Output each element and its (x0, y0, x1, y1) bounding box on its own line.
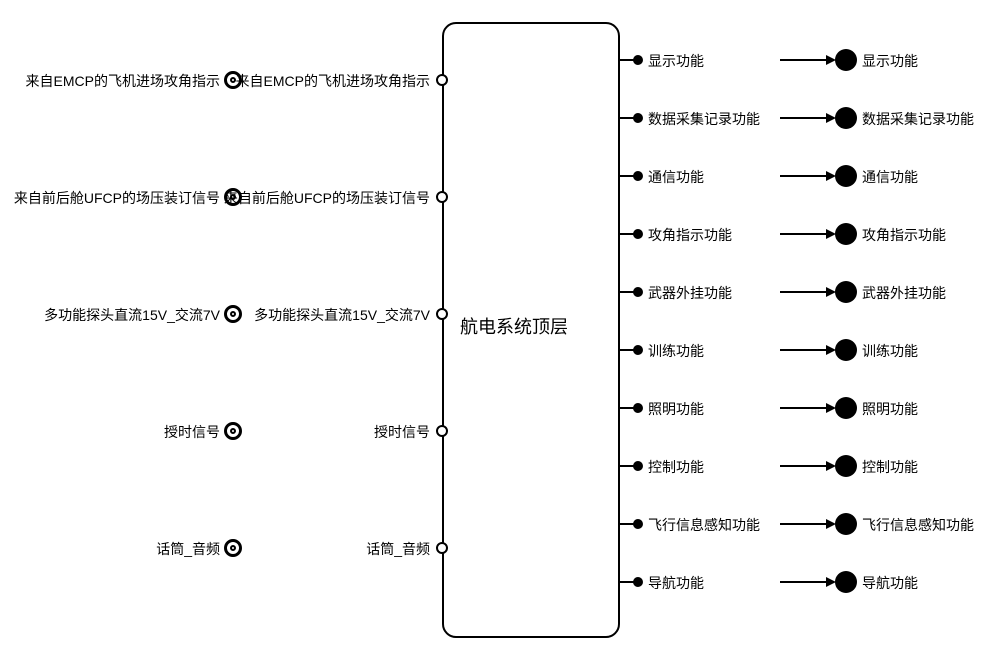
right-inner-label-7: 控制功能 (648, 457, 704, 477)
right-outer-label-5: 训练功能 (862, 341, 918, 361)
right-inner-label-9: 导航功能 (648, 573, 704, 593)
right-outer-label-3: 攻角指示功能 (862, 225, 946, 245)
diagram-stage: 航电系统顶层 来自EMCP的飞机进场攻角指示来自EMCP的飞机进场攻角指示来自前后… (0, 0, 1000, 658)
left-port-3 (436, 425, 448, 437)
right-inner-label-1: 数据采集记录功能 (648, 109, 760, 129)
right-inner-dot-9 (633, 577, 643, 587)
left-outer-label-0: 来自EMCP的飞机进场攻角指示 (26, 71, 220, 91)
right-arrow-line-0 (780, 59, 828, 61)
right-inner-label-3: 攻角指示功能 (648, 225, 732, 245)
right-inner-label-8: 飞行信息感知功能 (648, 515, 760, 535)
left-inner-label-3: 授时信号 (374, 422, 430, 442)
right-arrow-line-4 (780, 291, 828, 293)
right-arrow-line-6 (780, 407, 828, 409)
right-inner-dot-5 (633, 345, 643, 355)
right-inner-dot-7 (633, 461, 643, 471)
center-box-label: 航电系统顶层 (460, 315, 570, 339)
right-outer-label-4: 武器外挂功能 (862, 283, 946, 303)
right-inner-label-0: 显示功能 (648, 51, 704, 71)
right-outer-dot-3 (835, 223, 857, 245)
right-inner-dot-1 (633, 113, 643, 123)
right-outer-label-7: 控制功能 (862, 457, 918, 477)
left-inner-label-2: 多功能探头直流15V_交流7V (254, 305, 430, 325)
left-outer-label-4: 话筒_音频 (156, 539, 220, 559)
right-outer-dot-6 (835, 397, 857, 419)
right-inner-label-4: 武器外挂功能 (648, 283, 732, 303)
right-inner-label-5: 训练功能 (648, 341, 704, 361)
right-arrow-line-1 (780, 117, 828, 119)
right-arrow-line-9 (780, 581, 828, 583)
right-inner-dot-2 (633, 171, 643, 181)
left-port-1 (436, 191, 448, 203)
right-inner-dot-3 (633, 229, 643, 239)
right-outer-label-8: 飞行信息感知功能 (862, 515, 974, 535)
left-port-2 (436, 308, 448, 320)
right-outer-label-2: 通信功能 (862, 167, 918, 187)
right-outer-dot-0 (835, 49, 857, 71)
left-outer-label-1: 来自前后舱UFCP的场压装订信号 (14, 188, 220, 208)
right-outer-dot-1 (835, 107, 857, 129)
right-outer-label-0: 显示功能 (862, 51, 918, 71)
right-arrow-line-7 (780, 465, 828, 467)
right-arrow-line-5 (780, 349, 828, 351)
right-arrow-line-2 (780, 175, 828, 177)
right-arrow-line-8 (780, 523, 828, 525)
right-arrow-line-3 (780, 233, 828, 235)
left-ring-4 (224, 539, 242, 557)
left-outer-label-3: 授时信号 (164, 422, 220, 442)
right-inner-dot-8 (633, 519, 643, 529)
right-outer-dot-5 (835, 339, 857, 361)
left-port-4 (436, 542, 448, 554)
right-outer-label-9: 导航功能 (862, 573, 918, 593)
right-outer-dot-7 (835, 455, 857, 477)
right-outer-dot-2 (835, 165, 857, 187)
right-outer-label-1: 数据采集记录功能 (862, 109, 974, 129)
right-inner-dot-0 (633, 55, 643, 65)
right-outer-dot-9 (835, 571, 857, 593)
right-inner-dot-6 (633, 403, 643, 413)
left-outer-label-2: 多功能探头直流15V_交流7V (44, 305, 220, 325)
right-outer-dot-4 (835, 281, 857, 303)
left-inner-label-4: 话筒_音频 (366, 539, 430, 559)
right-outer-label-6: 照明功能 (862, 399, 918, 419)
left-inner-label-0: 来自EMCP的飞机进场攻角指示 (236, 71, 430, 91)
left-ring-2 (224, 305, 242, 323)
left-inner-label-1: 来自前后舱UFCP的场压装订信号 (224, 188, 430, 208)
right-outer-dot-8 (835, 513, 857, 535)
right-inner-label-6: 照明功能 (648, 399, 704, 419)
right-inner-label-2: 通信功能 (648, 167, 704, 187)
left-ring-3 (224, 422, 242, 440)
right-inner-dot-4 (633, 287, 643, 297)
left-port-0 (436, 74, 448, 86)
